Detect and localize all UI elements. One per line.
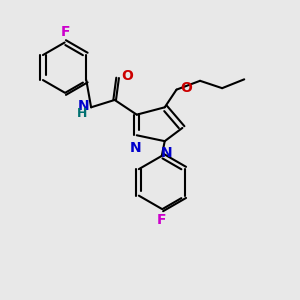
Text: O: O	[180, 81, 192, 95]
Text: O: O	[122, 69, 133, 83]
Text: F: F	[157, 213, 166, 227]
Text: N: N	[78, 99, 90, 113]
Text: N: N	[160, 146, 172, 161]
Text: F: F	[61, 25, 70, 39]
Text: N: N	[130, 141, 141, 154]
Text: H: H	[77, 107, 88, 120]
